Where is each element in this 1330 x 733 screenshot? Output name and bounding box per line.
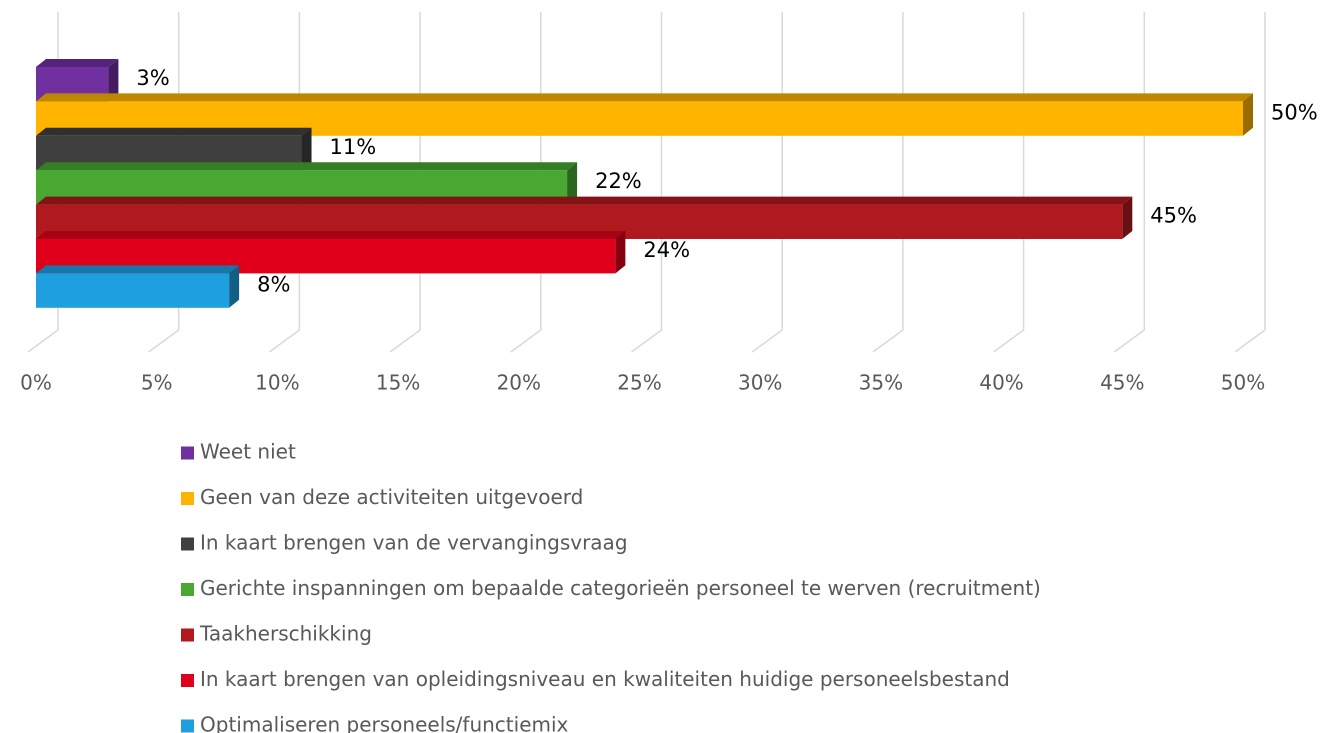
legend-swatch	[181, 537, 194, 551]
bar-top	[36, 265, 240, 274]
x-tick-label: 45%	[1100, 371, 1144, 395]
legend-swatch	[181, 628, 194, 642]
bar-side	[567, 162, 578, 205]
x-tick-label: 0%	[20, 371, 52, 395]
bar-top	[36, 127, 312, 136]
data-label: 45%	[1150, 204, 1197, 228]
data-label: 22%	[595, 169, 642, 193]
bar-side	[229, 265, 240, 308]
x-tick-label: 30%	[738, 371, 782, 395]
legend-swatch	[181, 719, 194, 733]
legend-label: Geen van deze activiteiten uitgevoerd	[200, 485, 583, 509]
grid-line	[751, 12, 783, 353]
bar-top	[36, 59, 119, 67]
legend-label: Taakherschikking	[199, 622, 372, 646]
legend-label: Gerichte inspanningen om bepaalde catego…	[200, 576, 1041, 600]
bar-side	[301, 127, 312, 171]
x-tick-label: 40%	[979, 371, 1023, 395]
data-label: 11%	[330, 135, 377, 159]
x-tick-label: 10%	[255, 371, 299, 395]
x-tick-label: 5%	[141, 371, 173, 395]
legend-swatch	[181, 674, 194, 687]
x-tick-label: 15%	[376, 371, 420, 395]
bar-side	[1122, 196, 1133, 239]
bar-top	[36, 162, 578, 171]
data-label: 8%	[257, 272, 290, 296]
bar-top	[36, 93, 1253, 102]
legend-swatch	[181, 492, 194, 505]
bar-top	[36, 231, 626, 239]
bar-top	[36, 196, 1133, 205]
grid-line	[993, 12, 1025, 353]
legend-label: Weet niet	[200, 440, 296, 464]
x-tick-label: 50%	[1221, 371, 1265, 395]
x-tick-label: 25%	[617, 371, 661, 395]
grid-line	[872, 12, 904, 353]
legend-swatch	[181, 446, 194, 460]
data-label: 50%	[1271, 100, 1318, 124]
bar-side	[615, 231, 626, 274]
bar	[36, 273, 230, 308]
data-label: 3%	[136, 66, 169, 90]
legend-swatch	[181, 583, 194, 596]
x-tick-label: 20%	[497, 371, 541, 395]
grid-line	[1234, 12, 1266, 353]
grid-line	[1113, 12, 1146, 353]
data-label: 24%	[643, 238, 690, 262]
legend-label: Optimaliseren personeels/functiemix	[200, 713, 569, 733]
bar-side	[1243, 93, 1253, 136]
legend-label: In kaart brengen van de vervangingsvraag	[200, 531, 628, 555]
x-tick-label: 35%	[859, 371, 903, 395]
bar-side	[108, 59, 119, 102]
legend-label: In kaart brengen van opleidingsniveau en…	[200, 667, 1010, 691]
